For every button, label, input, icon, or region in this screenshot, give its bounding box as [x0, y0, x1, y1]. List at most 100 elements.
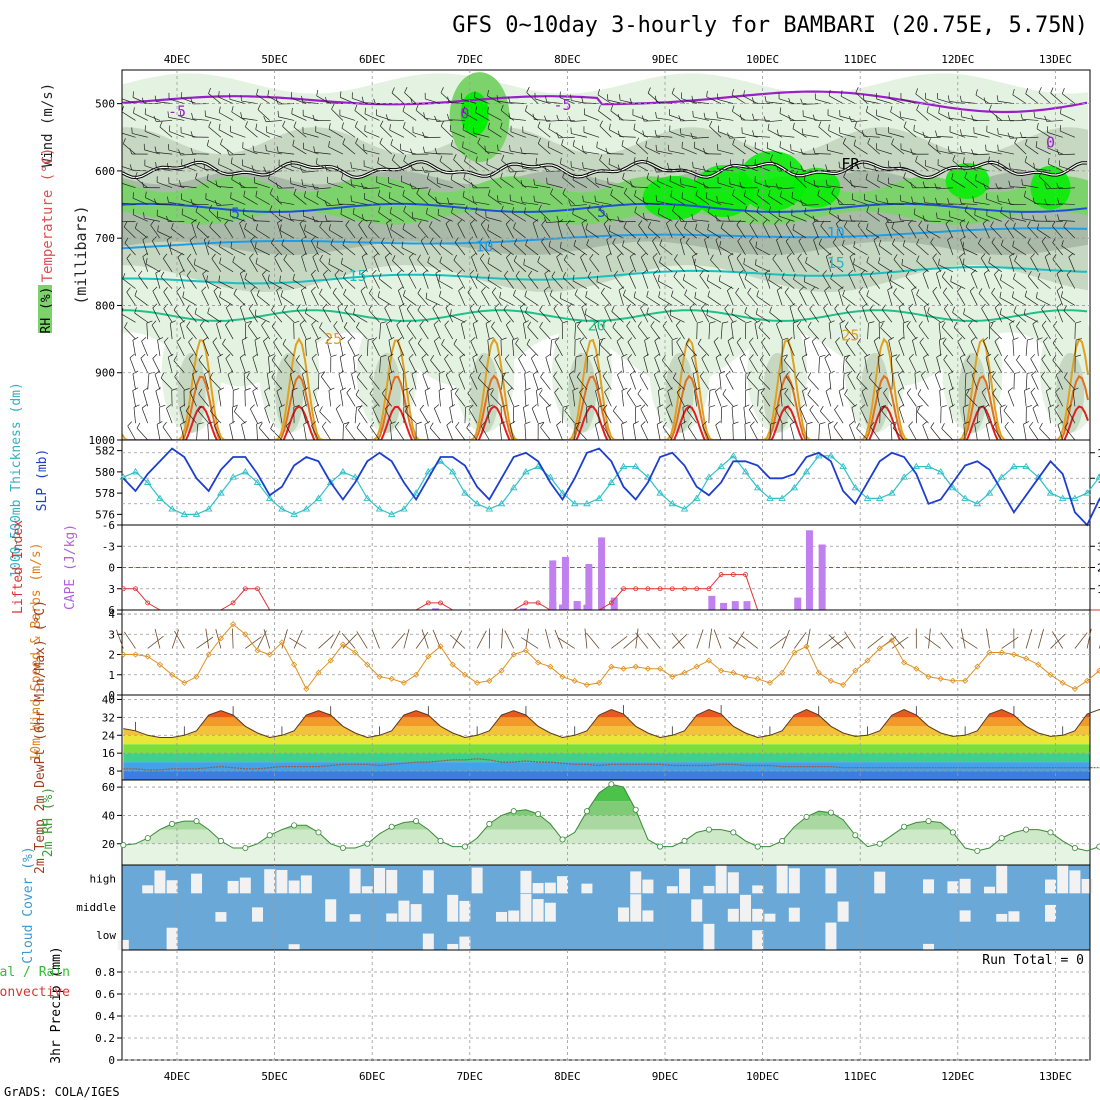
bottom-date-label: 12DEC: [941, 1070, 974, 1083]
wind-barb-flag: [402, 121, 406, 128]
wind-barb-10m: [960, 637, 978, 649]
wind-barb-flag: [211, 253, 216, 259]
wind-barb-flag: [653, 269, 658, 275]
wind-barb-flag: [176, 337, 182, 342]
rh-band: [123, 843, 1090, 865]
wind-barb: [198, 410, 209, 424]
wind-barb-flag: [780, 387, 787, 391]
wind-barb: [244, 278, 258, 289]
wind-barb-flag: [784, 388, 789, 394]
wind-barb-flag: [373, 252, 379, 258]
wind-barb-flag: [749, 219, 755, 225]
wind-barb-flag: [858, 287, 864, 293]
wind-barb: [981, 308, 990, 323]
wind-barb-flag: [313, 387, 319, 392]
wind-barb-flag: [186, 270, 191, 276]
wind-barb: [181, 214, 197, 222]
wind-barb-flag: [755, 308, 758, 315]
wind-barb: [248, 308, 258, 323]
wind-barb-flag: [179, 269, 185, 274]
wind-barb: [439, 262, 453, 273]
wind-barb: [284, 359, 295, 373]
wind-barb: [356, 377, 368, 390]
wind-barb-flag: [489, 171, 493, 177]
wind-barb: [730, 323, 734, 340]
thickness-point: [924, 462, 933, 470]
wind-barb: [531, 408, 539, 424]
wind-barb-flag: [963, 308, 966, 315]
cloud-clear-patch: [1045, 904, 1057, 922]
wind-barb-flag: [1014, 255, 1018, 261]
wind-barb-flag: [554, 337, 560, 343]
wind-barb: [505, 324, 515, 340]
wind-barb-flag: [582, 195, 584, 202]
wind-barb-flag: [562, 272, 566, 278]
wind-barb: [313, 391, 319, 407]
wind-barb: [753, 102, 770, 104]
wind-barb: [991, 376, 1003, 390]
wind-barb: [694, 390, 698, 407]
wind-barb: [159, 126, 173, 138]
wind-barb-flag: [1027, 221, 1031, 227]
wind-barb-flag: [532, 113, 535, 120]
wind-barb: [683, 279, 697, 289]
wind-barb-flag: [380, 354, 387, 358]
wind-barb: [877, 356, 881, 373]
wind-barb-flag: [500, 337, 507, 341]
wind-barb: [157, 215, 173, 222]
label-wind: Wind (m/s): [40, 83, 56, 167]
wind-barb-flag: [381, 388, 387, 394]
wind-barb: [802, 204, 819, 206]
wind-barb: [749, 358, 759, 373]
wind-barb: [952, 160, 966, 172]
wind-barb-flag: [671, 337, 678, 341]
wind-barb-flag: [340, 91, 342, 98]
wind-barb: [185, 410, 197, 424]
wind-barb: [151, 325, 161, 340]
cloud-clear-patch: [557, 876, 569, 894]
wind-barb-flag: [336, 165, 340, 172]
wind-barb-flag: [539, 389, 543, 395]
wind-speed-point: [1035, 661, 1042, 668]
thickness-point: [156, 494, 164, 501]
wind-barb: [132, 133, 148, 138]
wind-barb: [505, 223, 515, 239]
cloud-clear-patch: [837, 901, 849, 922]
wind-barb: [370, 426, 380, 440]
cloud-clear-patch: [1008, 911, 1020, 922]
wind-barb-flag: [939, 387, 946, 391]
wind-barb-flag: [271, 237, 275, 244]
wind-barb: [936, 187, 953, 190]
cloud-clear-patch: [532, 883, 544, 894]
wind-barb: [363, 219, 380, 222]
wind-barb: [217, 185, 234, 189]
wind-barb-flag: [163, 287, 168, 293]
wind-barb-flag: [143, 387, 149, 392]
wind-barb-flag: [572, 274, 575, 281]
wind-barb: [432, 308, 441, 323]
wind-barb-flag: [981, 387, 987, 393]
wind-barb-flag: [390, 223, 393, 230]
wind-barb-flag: [256, 421, 263, 425]
wind-barb-flag: [1009, 320, 1015, 324]
wind-barb-flag: [988, 371, 995, 374]
wind-barb-flag: [229, 421, 235, 425]
wind-barb-flag: [923, 353, 929, 358]
wind-barb: [825, 391, 832, 407]
thickness-point: [253, 478, 262, 485]
wind-barb-flag: [604, 387, 610, 393]
wind-barb-flag: [1043, 337, 1048, 342]
wind-barb: [604, 391, 612, 407]
wind-barb-flag: [225, 303, 231, 309]
wind-barb: [756, 194, 771, 205]
wind-barb-flag: [749, 337, 754, 343]
wind-barb: [720, 407, 723, 424]
wind-barb: [192, 118, 209, 121]
wind-barb-flag: [513, 289, 516, 296]
wind-barb: [744, 312, 758, 323]
wind-barb-flag: [623, 187, 628, 194]
rh-point: [266, 832, 273, 839]
wind-barb-flag: [334, 270, 340, 276]
wind-barb-flag: [596, 141, 598, 148]
wind-barb-flag: [444, 320, 449, 326]
